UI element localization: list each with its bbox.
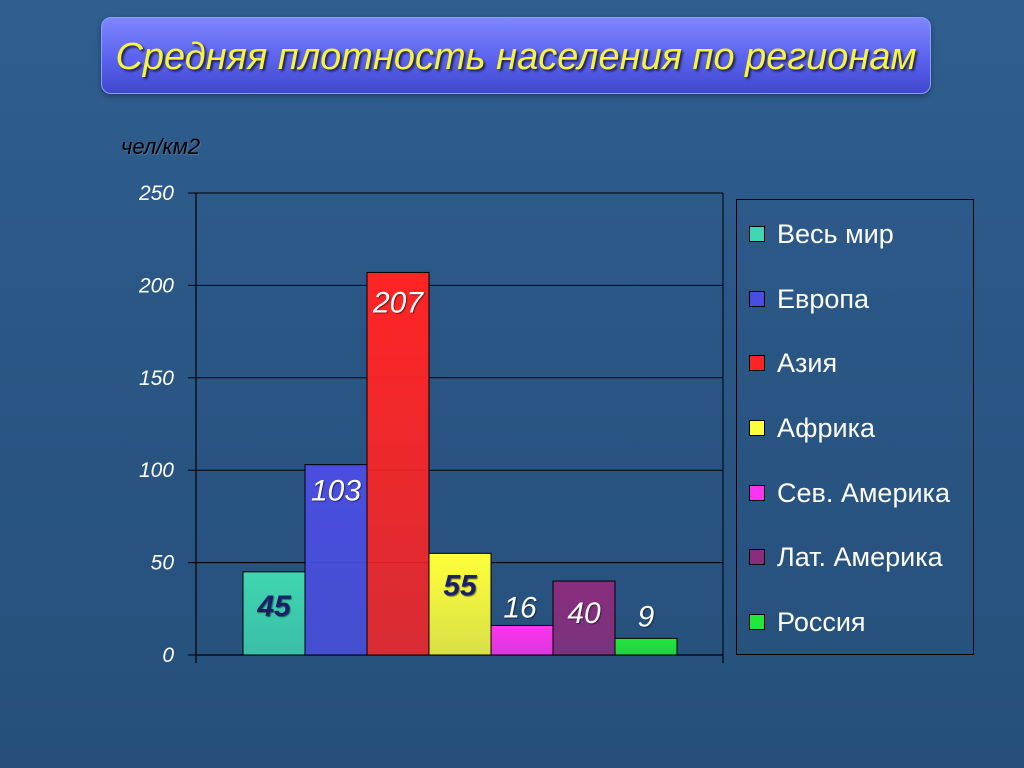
bar-1 <box>242 571 306 656</box>
chart-legend: Весь мир Европа Азия Африка Сев. Америка Лат.… <box>736 199 974 655</box>
legend-item: Весь мир <box>749 219 894 249</box>
y-tick-label: 200 <box>138 274 174 297</box>
legend-item: Европа <box>749 284 869 314</box>
y-tick-label: 150 <box>139 367 174 390</box>
legend-swatch <box>749 226 765 242</box>
y-tick-label: 50 <box>151 552 175 575</box>
data-label-1: 45 <box>256 590 292 623</box>
data-label-2: 103 <box>311 475 361 508</box>
legend-label: Весь мир <box>777 218 894 249</box>
legend-swatch <box>749 485 765 501</box>
legend-item: Россия <box>749 607 866 637</box>
legend-label: Россия <box>777 606 866 637</box>
title-banner: Средняя плотность населения по регионам <box>101 17 931 94</box>
data-label-5: 16 <box>503 591 537 624</box>
data-label-4: 55 <box>443 569 478 602</box>
y-tick-label: 250 <box>138 182 174 205</box>
legend-swatch <box>749 355 765 371</box>
legend-label: Африка <box>777 412 876 443</box>
data-label-3: 207 <box>372 286 424 319</box>
legend-swatch <box>749 549 765 565</box>
slide-title: Средняя плотность населения по регионам <box>115 36 917 78</box>
legend-label: Лат. Америка <box>777 541 943 572</box>
bar-5 <box>490 624 554 656</box>
data-label-6: 40 <box>567 597 601 630</box>
y-tick-label: 0 <box>162 644 174 667</box>
legend-item: Азия <box>749 348 837 378</box>
legend-swatch <box>749 614 765 630</box>
bar-3 <box>366 271 430 656</box>
legend-label: Сев. Америка <box>777 477 950 508</box>
legend-item: Африка <box>749 413 875 443</box>
y-tick-label: 100 <box>139 459 174 482</box>
bar-4 <box>428 552 492 656</box>
data-label-7: 9 <box>638 600 655 633</box>
bar-7 <box>614 637 678 656</box>
legend-swatch <box>749 291 765 307</box>
bar-6 <box>552 580 616 656</box>
bar-2 <box>304 464 368 656</box>
legend-swatch <box>749 420 765 436</box>
y-axis-ticks: 0 50 100 150 200 250 <box>138 182 174 667</box>
data-labels: 45 103 207 55 16 40 9 <box>256 286 654 633</box>
bars <box>242 271 678 656</box>
legend-item: Лат. Америка <box>749 542 943 572</box>
y-axis-unit-label: чел/км2 <box>121 134 201 159</box>
legend-item: Сев. Америка <box>749 478 950 508</box>
legend-label: Азия <box>777 347 838 378</box>
legend-label: Европа <box>777 283 870 314</box>
